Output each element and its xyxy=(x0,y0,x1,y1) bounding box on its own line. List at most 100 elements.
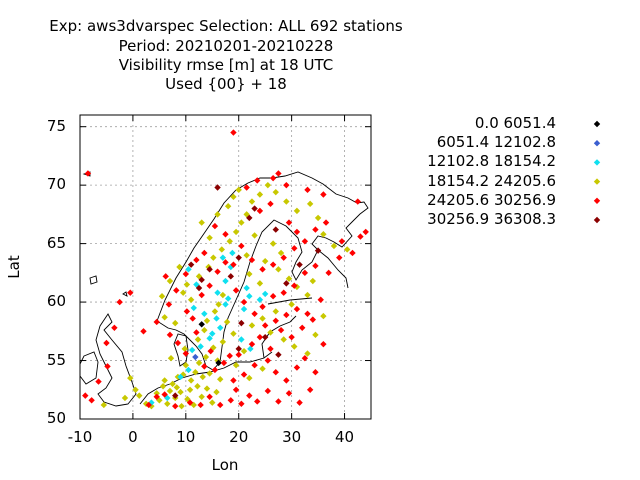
station-point xyxy=(223,318,231,326)
coastline-outline xyxy=(79,171,369,407)
station-point xyxy=(288,333,295,341)
station-point xyxy=(246,392,253,399)
station-point xyxy=(182,350,190,357)
station-point xyxy=(232,287,240,294)
station-point xyxy=(178,402,185,410)
station-point xyxy=(320,312,327,320)
station-point xyxy=(275,170,282,177)
station-point xyxy=(181,345,188,353)
station-point xyxy=(222,259,229,266)
station-point xyxy=(230,377,237,384)
station-point xyxy=(272,369,279,376)
station-point xyxy=(306,200,314,208)
station-point xyxy=(217,324,224,331)
station-point xyxy=(192,369,199,376)
station-point xyxy=(202,353,210,361)
station-point xyxy=(357,233,364,240)
station-point xyxy=(277,249,285,257)
station-point xyxy=(238,400,245,407)
station-point xyxy=(238,319,245,327)
station-point xyxy=(205,263,212,271)
station-point xyxy=(259,365,266,372)
station-point xyxy=(121,394,129,402)
station-point xyxy=(162,273,169,280)
x-tick-label: 0 xyxy=(128,428,138,446)
station-point xyxy=(285,219,293,226)
y-tick-label: 60 xyxy=(46,292,66,311)
station-point xyxy=(213,315,220,322)
legend-marker xyxy=(593,140,601,147)
station-point xyxy=(211,308,219,315)
station-point xyxy=(194,336,202,343)
station-point xyxy=(172,402,179,410)
station-point xyxy=(275,351,282,358)
station-point xyxy=(277,326,285,334)
station-point xyxy=(176,263,183,271)
station-point xyxy=(187,377,195,384)
station-point xyxy=(220,359,228,367)
station-point xyxy=(301,269,309,277)
station-point xyxy=(172,319,179,327)
station-point xyxy=(232,386,240,393)
station-point xyxy=(304,186,311,194)
station-point xyxy=(314,214,322,222)
y-tick-label: 75 xyxy=(46,116,66,135)
station-point xyxy=(182,270,190,278)
station-point xyxy=(198,219,205,226)
legend-marker xyxy=(593,178,601,185)
station-point xyxy=(203,317,211,324)
station-point xyxy=(161,391,168,398)
axis-ticks xyxy=(79,115,371,420)
station-point xyxy=(235,345,242,353)
station-point xyxy=(197,343,204,350)
station-point xyxy=(229,249,236,257)
station-point xyxy=(291,245,298,252)
station-point xyxy=(179,289,187,296)
station-point xyxy=(167,355,175,362)
station-point xyxy=(161,377,168,384)
station-point xyxy=(349,249,356,257)
legend-marker xyxy=(593,120,601,128)
station-point xyxy=(280,289,287,296)
station-point xyxy=(230,129,237,136)
station-point xyxy=(293,228,301,236)
station-point xyxy=(177,388,184,396)
legend-label: 12102.8 18154.2 xyxy=(427,152,556,171)
legend-marker xyxy=(593,197,601,204)
station-point xyxy=(187,296,195,303)
station-point xyxy=(264,387,272,395)
station-point xyxy=(209,330,216,337)
station-point xyxy=(222,301,229,308)
station-point xyxy=(243,184,250,191)
station-point xyxy=(232,228,240,236)
station-point xyxy=(206,282,213,289)
station-point xyxy=(219,338,227,346)
station-point xyxy=(256,296,264,303)
station-point xyxy=(88,397,95,404)
station-point xyxy=(201,249,208,257)
station-point xyxy=(251,362,258,369)
legend-label: 30256.9 36308.3 xyxy=(427,210,556,228)
station-point xyxy=(217,401,224,409)
station-point xyxy=(227,273,234,280)
station-point xyxy=(201,363,208,370)
station-point xyxy=(127,374,134,382)
station-point xyxy=(251,232,258,239)
station-point xyxy=(206,393,213,400)
station-point xyxy=(199,373,206,381)
station-point xyxy=(235,186,242,194)
station-point xyxy=(230,261,237,268)
legend-label: 18154.2 24205.6 xyxy=(427,171,556,190)
station-point xyxy=(145,401,152,409)
station-point xyxy=(317,296,324,303)
title-line-3: Visibility rmse [m] at 18 UTC xyxy=(118,56,334,74)
station-point xyxy=(306,386,314,393)
station-point xyxy=(304,291,311,299)
station-point xyxy=(238,242,245,250)
station-point xyxy=(214,289,221,296)
station-point xyxy=(243,284,250,292)
station-point xyxy=(224,203,232,210)
station-point xyxy=(206,234,213,241)
station-point xyxy=(261,322,269,329)
station-point xyxy=(116,298,123,306)
